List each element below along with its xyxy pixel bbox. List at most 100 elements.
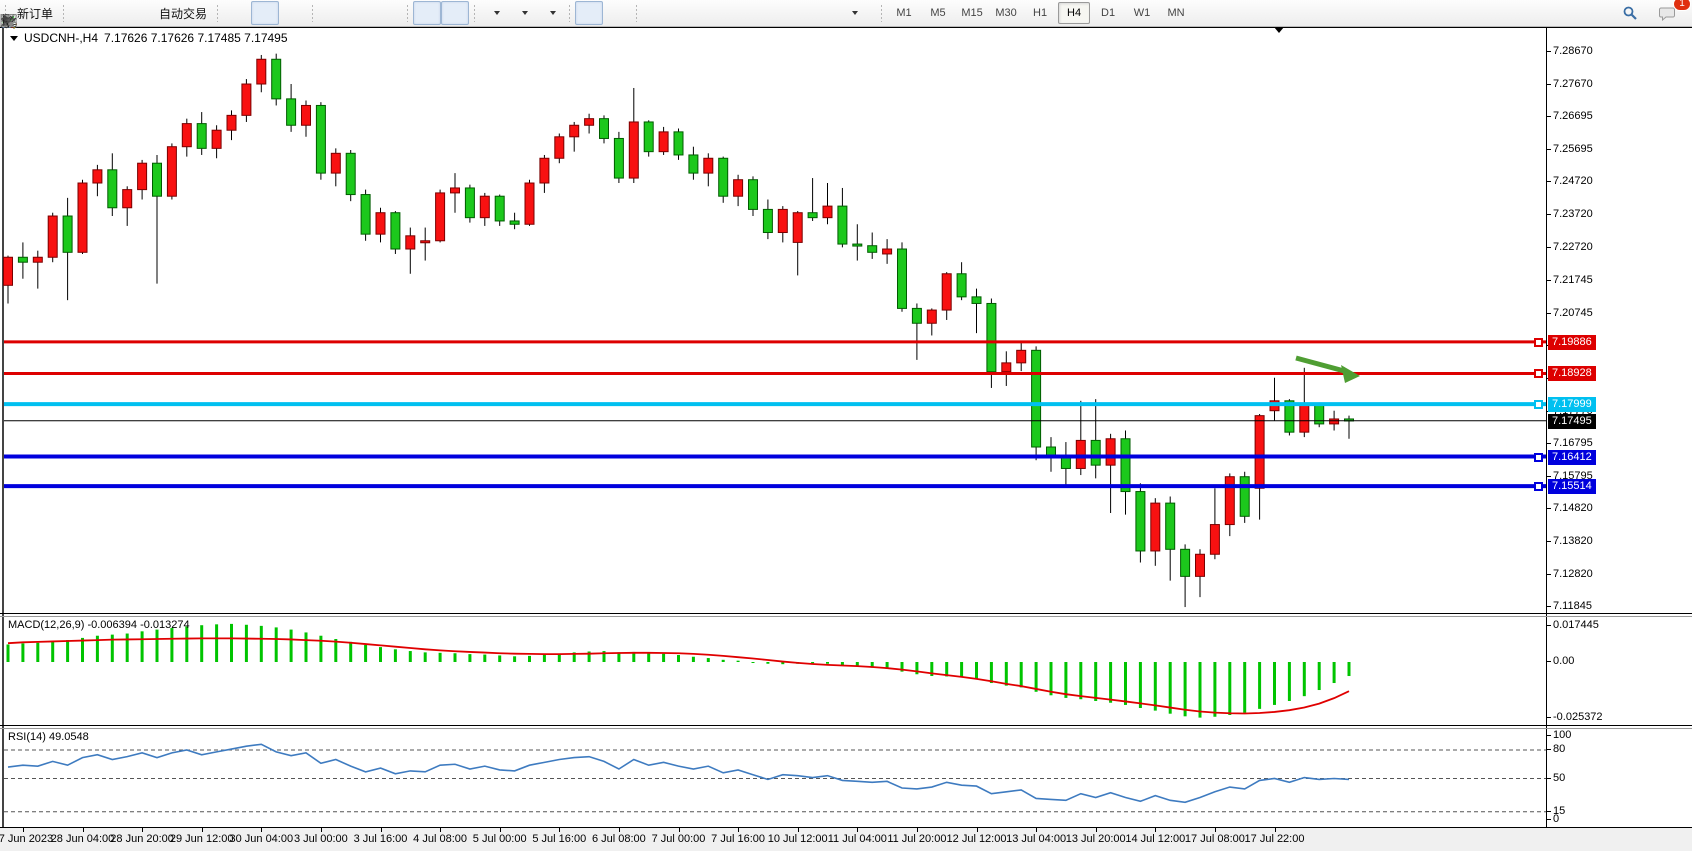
vertical-line-button[interactable] xyxy=(5,1,670,28)
macd-histogram-bar xyxy=(304,632,308,662)
chart-top-border xyxy=(0,27,1692,28)
timeframe-w1[interactable]: W1 xyxy=(1133,7,1151,19)
search-icon[interactable] xyxy=(1622,1,1650,25)
fibonacci-button[interactable]: F xyxy=(1,1,782,29)
market-watch-icon[interactable] xyxy=(1,1,97,28)
rsi-scale-label: 15 xyxy=(1546,804,1566,817)
timeframe-h4[interactable]: H4 xyxy=(1058,2,1091,24)
candle-body xyxy=(77,182,88,253)
macd-histogram-bar xyxy=(855,662,859,667)
toolbar-grip xyxy=(4,4,7,22)
arrows-button[interactable] xyxy=(2,1,866,27)
dropdown-caret-icon[interactable] xyxy=(851,11,858,15)
macd-histogram-bar xyxy=(989,662,993,684)
time-tick xyxy=(380,827,382,832)
macd-histogram-bar xyxy=(498,655,502,662)
rsi-panel[interactable] xyxy=(0,729,1546,827)
chart-window[interactable] xyxy=(0,26,1692,827)
candle-body xyxy=(256,58,267,85)
dropdown-caret-icon[interactable] xyxy=(521,11,528,15)
line-endpoint-marker[interactable] xyxy=(1534,369,1543,379)
time-tick-label: 13 Jul 04:00 xyxy=(1006,833,1067,845)
bar-chart-button[interactable] xyxy=(1,1,251,27)
macd-panel[interactable] xyxy=(0,617,1546,725)
price-tick-label: 7.28670 xyxy=(1547,45,1593,57)
time-tick xyxy=(738,827,740,832)
toolbar-grip xyxy=(880,4,884,22)
candle-body xyxy=(628,121,639,179)
time-tick xyxy=(976,827,978,832)
timeframe-m15[interactable]: M15 xyxy=(961,7,983,19)
timeframe-m30[interactable]: M30 xyxy=(995,7,1017,19)
macd-histogram-bar xyxy=(6,644,10,662)
line-endpoint-marker[interactable] xyxy=(1534,452,1543,462)
line-endpoint-marker[interactable] xyxy=(1534,337,1543,347)
notifications-icon[interactable]: 1 xyxy=(1658,0,1691,25)
candle-body xyxy=(1150,502,1161,552)
zoom-out-button[interactable] xyxy=(1,1,374,29)
timeframe-m1[interactable]: M1 xyxy=(896,7,912,19)
candle-body xyxy=(345,152,356,196)
equidistant-channel-button[interactable]: E xyxy=(0,1,754,29)
macd-histogram-bar xyxy=(900,662,904,672)
macd-histogram-bar xyxy=(513,656,517,662)
trendline-button[interactable] xyxy=(1,1,726,28)
line-chart-button[interactable] xyxy=(0,1,307,26)
periods-button[interactable] xyxy=(1,1,536,28)
horizontal-line-button[interactable] xyxy=(1,1,698,25)
templates-button[interactable] xyxy=(0,1,564,27)
candle-body xyxy=(360,194,371,235)
timeframe-m5[interactable]: M5 xyxy=(930,7,946,19)
text-button[interactable]: A xyxy=(2,1,810,29)
auto-scroll-button[interactable] xyxy=(1,1,442,27)
crosshair-button[interactable] xyxy=(1,1,631,28)
macd-histogram-bar xyxy=(721,659,725,662)
price-axis-separator xyxy=(1546,27,1547,827)
candle-body xyxy=(152,162,162,197)
time-tick-label: 30 Jun 04:00 xyxy=(229,833,294,845)
candle-body xyxy=(196,123,207,149)
signals-icon[interactable] xyxy=(2,1,153,27)
timeframe-h1[interactable]: H1 xyxy=(1033,7,1048,19)
annotation-arrow-head[interactable] xyxy=(1341,365,1360,383)
chart-shift-button[interactable] xyxy=(2,1,470,27)
cursor-button[interactable] xyxy=(3,1,604,28)
candle-body xyxy=(420,240,431,244)
indicators-button[interactable] xyxy=(0,1,508,27)
macd-histogram-bar xyxy=(423,652,427,662)
macd-signal-line xyxy=(7,637,1350,715)
rsi-line xyxy=(7,743,1350,804)
macd-separator[interactable] xyxy=(0,613,1692,614)
candle-body xyxy=(122,189,133,209)
macd-histogram-bar xyxy=(706,658,710,662)
macd-histogram-bar xyxy=(766,662,770,664)
line-endpoint-marker[interactable] xyxy=(1534,400,1543,410)
rsi-separator[interactable] xyxy=(0,725,1692,726)
zoom-in-button[interactable] xyxy=(1,1,346,29)
tile-windows-button[interactable] xyxy=(1,1,402,27)
candlestick-chart[interactable] xyxy=(0,28,1546,613)
time-tick xyxy=(1155,827,1157,832)
toolbar-grip xyxy=(473,4,477,22)
new-order-button[interactable]: 新订单 xyxy=(2,1,58,28)
candle-body xyxy=(211,129,222,149)
macd-histogram-bar xyxy=(36,642,40,662)
line-endpoint-marker[interactable] xyxy=(1534,482,1543,492)
macd-histogram-bar xyxy=(647,652,651,662)
candle-body xyxy=(435,192,446,242)
annotation-arrow[interactable] xyxy=(1295,355,1349,375)
candlestick-chart-button[interactable] xyxy=(2,1,280,28)
timeframe-mn[interactable]: MN xyxy=(1167,7,1185,19)
strategy-tester-icon[interactable] xyxy=(1,1,125,28)
dropdown-caret-icon[interactable] xyxy=(549,11,556,15)
text-label-button[interactable]: T xyxy=(1,1,838,28)
collapse-caret-icon[interactable] xyxy=(10,35,18,41)
price-tick-label: 7.25695 xyxy=(1547,143,1593,156)
macd-histogram-bar xyxy=(483,654,487,662)
time-tick-label: 7 Jul 16:00 xyxy=(711,833,766,845)
timeframe-d1[interactable]: D1 xyxy=(1101,7,1116,19)
autotrading-button[interactable]: 自动交易 xyxy=(1,1,212,28)
dropdown-caret-icon[interactable] xyxy=(493,11,500,15)
time-tick-label: 17 Jul 22:00 xyxy=(1244,833,1305,845)
time-tick-label: 7 Jul 00:00 xyxy=(651,833,706,845)
